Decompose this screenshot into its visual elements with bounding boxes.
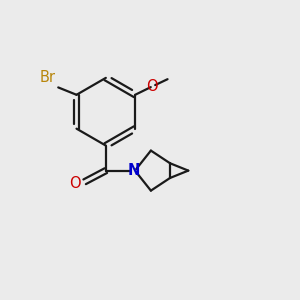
Text: O: O	[146, 79, 158, 94]
Text: O: O	[70, 176, 81, 191]
Text: N: N	[128, 163, 140, 178]
Text: Br: Br	[40, 70, 56, 85]
